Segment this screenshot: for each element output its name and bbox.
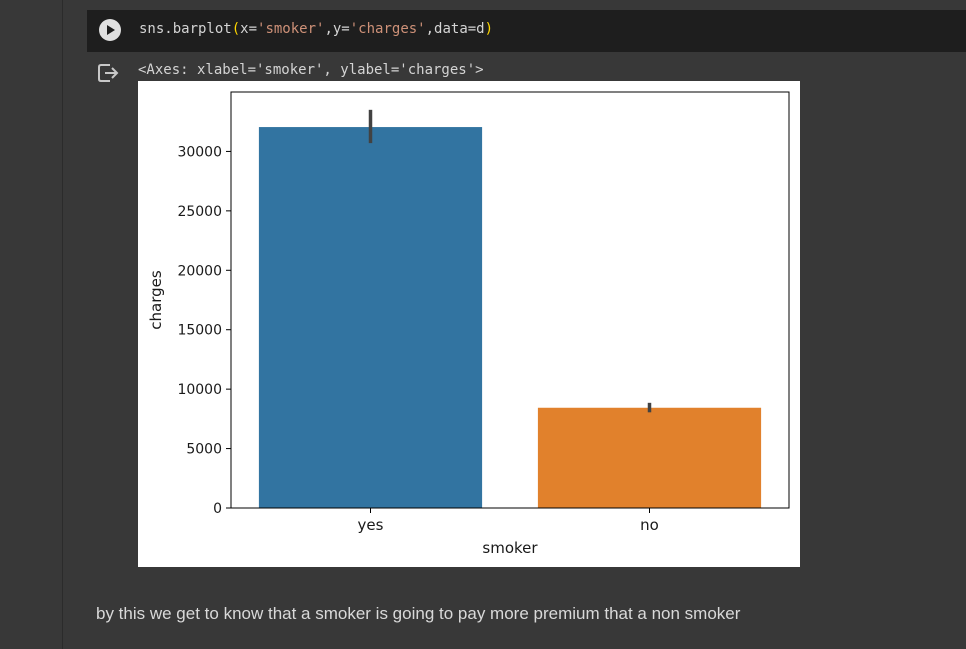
output-redirect-icon[interactable] xyxy=(96,61,120,85)
y-tick-label-10000: 10000 xyxy=(177,382,222,398)
code-cell[interactable]: sns.barplot(x='smoker',y='charges',data=… xyxy=(87,10,966,52)
y-tick-label-15000: 15000 xyxy=(177,323,222,339)
markdown-text: by this we get to know that a smoker is … xyxy=(96,604,741,623)
cell-gutter xyxy=(0,0,63,649)
bar-yes xyxy=(258,127,483,508)
axes-frame xyxy=(230,91,790,509)
y-tick-label-25000: 25000 xyxy=(177,204,222,220)
y-tick-label-0: 0 xyxy=(213,501,222,517)
code-arg-x: x= xyxy=(240,21,258,37)
code-string-charges: 'charges' xyxy=(349,21,426,37)
x-axis-label: smoker xyxy=(482,539,538,557)
bar-chart: yes no 0 5000 10000 15000 20000 25000 30000 smoke… xyxy=(138,81,800,567)
code-paren-close: ) xyxy=(484,21,494,37)
x-tick-label-no: no xyxy=(640,516,659,534)
y-tick-label-20000: 20000 xyxy=(177,263,222,279)
code-text[interactable]: sns.barplot(x='smoker',y='charges',data=… xyxy=(139,21,493,37)
y-tick-label-5000: 5000 xyxy=(186,442,222,458)
output-text: <Axes: xlabel='smoker', ylabel='charges'… xyxy=(138,62,484,78)
y-tick-label-30000: 30000 xyxy=(177,144,222,160)
code-arg-y: ,y= xyxy=(324,21,350,37)
code-paren-open: ( xyxy=(231,21,241,37)
play-circle-icon[interactable] xyxy=(99,19,121,41)
y-axis-label: charges xyxy=(147,270,165,330)
code-string-smoker: 'smoker' xyxy=(257,21,325,37)
chart-svg: yes no 0 5000 10000 15000 20000 25000 30000 smoke… xyxy=(147,91,790,557)
code-arg-data: ,data=d xyxy=(425,21,485,37)
code-function: sns.barplot xyxy=(139,21,232,37)
bar-no xyxy=(537,407,762,508)
x-tick-label-yes: yes xyxy=(358,516,384,534)
